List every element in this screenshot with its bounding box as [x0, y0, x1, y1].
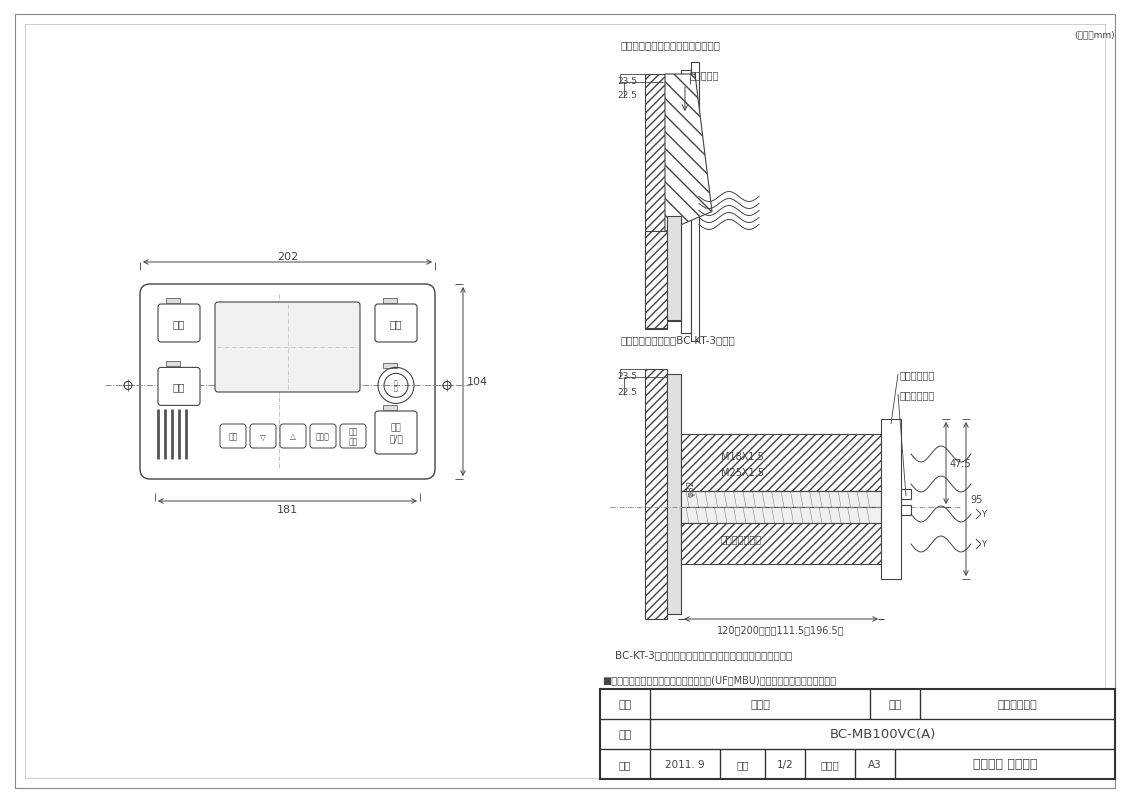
Text: 選択: 選択 — [228, 432, 237, 441]
Text: M18X1.5: M18X1.5 — [721, 451, 764, 462]
Text: 外観図: 外観図 — [750, 699, 770, 709]
Bar — [884, 422, 898, 577]
Text: 22.5: 22.5 — [617, 91, 637, 100]
Text: 181: 181 — [277, 504, 298, 515]
FancyBboxPatch shape — [280, 425, 306, 448]
FancyBboxPatch shape — [250, 425, 276, 448]
Bar — [166, 362, 180, 367]
Text: 温
度: 温 度 — [394, 380, 398, 392]
Text: 品名: 品名 — [888, 699, 902, 709]
Text: (単位：mm): (単位：mm) — [1075, 30, 1115, 39]
Text: △: △ — [290, 432, 296, 441]
Text: たし湯: たし湯 — [316, 432, 330, 441]
Bar — [166, 299, 180, 304]
Text: ▽: ▽ — [260, 432, 266, 441]
Bar — [881, 419, 901, 579]
Text: 120～200（実寸111.5～196.5）: 120～200（実寸111.5～196.5） — [718, 624, 845, 634]
Bar — [645, 232, 667, 328]
Bar — [383, 406, 397, 410]
FancyBboxPatch shape — [220, 425, 246, 448]
Text: 壁押えカバー: 壁押えカバー — [899, 369, 936, 380]
Bar — [681, 507, 881, 524]
Text: 22.5: 22.5 — [617, 388, 637, 397]
FancyBboxPatch shape — [375, 304, 417, 343]
Text: 壁貫通設置の場合（BC-KT-3使用）: 壁貫通設置の場合（BC-KT-3使用） — [620, 335, 734, 344]
FancyBboxPatch shape — [215, 303, 360, 393]
Text: リンナイ 株式会社: リンナイ 株式会社 — [973, 757, 1037, 771]
Text: 47.5: 47.5 — [950, 459, 972, 468]
FancyBboxPatch shape — [158, 304, 200, 343]
Bar — [901, 505, 911, 516]
Text: 95: 95 — [970, 495, 982, 504]
Text: M25X1.5: M25X1.5 — [721, 467, 764, 478]
Bar — [383, 299, 397, 304]
Text: サイズ: サイズ — [820, 759, 840, 769]
Text: 壁厚調節パイプ: 壁厚調節パイプ — [721, 533, 762, 544]
Bar — [383, 364, 397, 369]
Bar — [681, 434, 881, 491]
FancyBboxPatch shape — [340, 425, 366, 448]
Text: 通話: 通話 — [173, 319, 185, 328]
FancyBboxPatch shape — [310, 425, 336, 448]
Bar — [667, 374, 681, 614]
Text: 1/2: 1/2 — [776, 759, 793, 769]
Text: 2011. 9: 2011. 9 — [666, 759, 705, 769]
Text: BC-MB100VC(A): BC-MB100VC(A) — [829, 728, 936, 740]
Bar — [681, 491, 881, 507]
Text: A3: A3 — [868, 759, 881, 769]
Polygon shape — [664, 75, 712, 232]
Text: コネクタ接続: コネクタ接続 — [899, 389, 936, 400]
Bar — [692, 63, 699, 341]
Text: BC-KT-3（壁押えカバーと壁厚調節パイプ）は別売です。: BC-KT-3（壁押えカバーと壁厚調節パイプ）は別売です。 — [615, 649, 792, 659]
FancyBboxPatch shape — [140, 284, 435, 479]
Bar — [681, 507, 881, 565]
Bar — [681, 71, 692, 333]
Text: 202: 202 — [277, 251, 298, 262]
Text: 浴室リモコン: 浴室リモコン — [998, 699, 1037, 709]
Text: φ32: φ32 — [686, 479, 695, 496]
Text: ユニットバス・システムバスの場合: ユニットバス・システムバスの場合 — [620, 40, 720, 50]
Text: Y: Y — [982, 540, 986, 548]
Text: おい
だき: おい だき — [348, 426, 357, 446]
Text: ■この浴室リモコンは美・白湯ユニット(UF－MBU)と組み合わせて使用します。: ■この浴室リモコンは美・白湯ユニット(UF－MBU)と組み合わせて使用します。 — [602, 675, 836, 684]
Text: 補強用木片: 補強用木片 — [690, 70, 720, 80]
Text: 尺度: 尺度 — [737, 759, 749, 769]
Text: 優先: 優先 — [173, 382, 185, 392]
Text: Y: Y — [982, 510, 986, 519]
Bar — [901, 489, 911, 499]
Text: 23.5: 23.5 — [617, 372, 637, 381]
FancyBboxPatch shape — [375, 411, 417, 454]
Text: 運転
入/切: 運転 入/切 — [389, 423, 403, 442]
Text: 104: 104 — [467, 377, 488, 387]
Text: 作成: 作成 — [619, 759, 632, 769]
Bar — [645, 75, 667, 329]
Bar — [645, 369, 667, 619]
Text: 型式: 型式 — [618, 729, 632, 739]
Text: 名称: 名称 — [618, 699, 632, 709]
Text: 23.5: 23.5 — [617, 77, 637, 87]
Bar — [667, 217, 681, 320]
Text: 自動: 自動 — [390, 319, 402, 328]
Bar — [667, 83, 681, 321]
Bar — [600, 689, 1115, 779]
FancyBboxPatch shape — [158, 368, 200, 406]
